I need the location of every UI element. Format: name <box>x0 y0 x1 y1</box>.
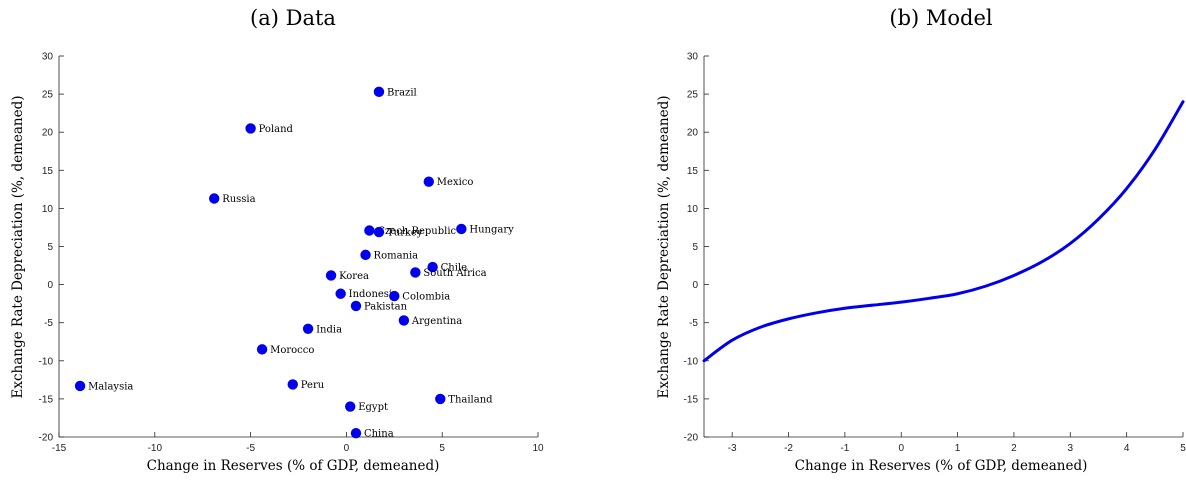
panel-a-ytick-label: 25 <box>42 90 54 101</box>
panel-a-xtick-label: 0 <box>344 443 350 454</box>
panel-a-ytick-label: 0 <box>47 280 53 291</box>
panel-a-ylabel: Exchange Rate Depreciation (%, demeaned) <box>10 95 26 398</box>
point-label: Romania <box>374 250 419 261</box>
panel-a-ytick-label: 5 <box>47 242 53 253</box>
panel-b-xtick-label: 2 <box>1011 443 1017 454</box>
panel-b-ytick-label: 30 <box>687 52 699 63</box>
panel-a-xlabel: Change in Reserves (% of GDP, demeaned) <box>147 458 440 474</box>
point-label: Czech Republic <box>377 226 456 237</box>
panel-b-ytick-label: 10 <box>687 204 699 215</box>
panel-a-ytick-label: 20 <box>42 128 54 139</box>
point-label: Peru <box>301 380 325 391</box>
panel-a-ytick-label: -20 <box>39 433 54 444</box>
panel-a-ytick-label: 15 <box>42 166 54 177</box>
point-label: Thailand <box>448 394 493 405</box>
point-mexico <box>423 176 434 187</box>
point-label: China <box>364 429 394 440</box>
panel-b-xtick-label: -2 <box>784 443 793 454</box>
point-label: Morocco <box>270 345 314 356</box>
panel-b-ylabel: Exchange Rate Depreciation (%, demeaned) <box>656 95 672 398</box>
point-label: Turkey <box>387 228 423 239</box>
point-label: Poland <box>259 124 294 135</box>
panel-b-ytick-label: 20 <box>687 128 699 139</box>
panel-b-xtick-label: 5 <box>1180 443 1186 454</box>
panel-b-line <box>702 100 1185 363</box>
panel-a-ytick-label: -15 <box>39 394 54 405</box>
panel-a-title: (a) Data <box>250 6 336 30</box>
point-argentina <box>398 315 410 326</box>
point-label: Argentina <box>411 316 462 327</box>
panel-a-xtick-label: -5 <box>246 443 255 454</box>
point-label: South Africa <box>423 268 486 279</box>
point-indonesia <box>335 288 346 299</box>
point-label: Egypt <box>358 402 388 413</box>
point-label: Korea <box>339 271 369 282</box>
point-india <box>302 323 314 334</box>
point-brazil <box>373 86 385 98</box>
panel-b-ytick-label: 15 <box>687 166 699 177</box>
point-label: Hungary <box>469 224 514 235</box>
panel-a-ytick-label: 10 <box>42 204 54 215</box>
point-label: Russia <box>222 194 255 205</box>
point-poland <box>245 123 256 134</box>
panel-b-ytick-label: 25 <box>687 90 699 101</box>
point-egypt <box>345 401 356 412</box>
panel-a-xtick-label: -10 <box>148 443 163 454</box>
point-colombia <box>389 290 400 302</box>
point-label: Malaysia <box>88 381 133 392</box>
panel-a-ytick-label: -10 <box>39 356 54 367</box>
point-south-africa <box>410 267 421 278</box>
point-label: Indonesia <box>349 289 399 300</box>
point-romania <box>360 249 371 261</box>
point-label: Brazil <box>387 87 417 98</box>
panel-b-xtick-label: -3 <box>728 443 737 454</box>
panel-a-ytick-label: 30 <box>42 52 54 63</box>
point-china <box>350 427 362 439</box>
point-peru <box>287 379 298 390</box>
point-hungary <box>456 223 467 235</box>
point-chile <box>427 261 438 273</box>
panel-b-xtick-label: 1 <box>955 443 961 454</box>
point-thailand <box>435 393 446 405</box>
panel-a-xtick-label: -15 <box>52 443 67 454</box>
panel-b-ytick-label: -20 <box>684 433 699 444</box>
point-pakistan <box>350 300 362 312</box>
point-korea <box>325 270 337 281</box>
panel-b-xtick-label: 0 <box>898 443 904 454</box>
panel-b-xlabel: Change in Reserves (% of GDP, demeaned) <box>795 458 1088 474</box>
panel-a-ytick-label: -5 <box>44 318 53 329</box>
panel-a-xtick-label: 5 <box>439 443 445 454</box>
point-label: Chile <box>441 263 467 274</box>
panel-b-ytick-label: -15 <box>684 394 699 405</box>
panel-b-xtick-label: 3 <box>1068 443 1074 454</box>
model-curve <box>702 100 1185 363</box>
panel-a-markers: Brazil Poland Mexico Russia Hungary Czech Rep… <box>74 86 514 440</box>
panel-b-ytick-label: -5 <box>689 318 698 329</box>
point-czech-republic <box>364 225 375 236</box>
point-morocco <box>256 344 268 355</box>
panel-b-ytick-label: -10 <box>684 356 699 367</box>
panel-b-xtick-label: 4 <box>1124 443 1130 454</box>
panel-a-xtick-label: 10 <box>532 443 544 454</box>
point-turkey <box>373 226 385 238</box>
point-label: Colombia <box>402 292 450 303</box>
point-russia <box>208 193 220 204</box>
point-malaysia <box>74 380 86 392</box>
point-label: India <box>316 324 342 335</box>
point-label: Mexico <box>437 177 474 188</box>
panel-b-ytick-label: 0 <box>692 280 698 291</box>
panel-b-title: (b) Model <box>889 6 993 30</box>
point-label: Pakistan <box>364 301 408 312</box>
panel-b-xtick-label: -1 <box>840 443 849 454</box>
panel-b-ytick-label: 5 <box>692 242 698 253</box>
